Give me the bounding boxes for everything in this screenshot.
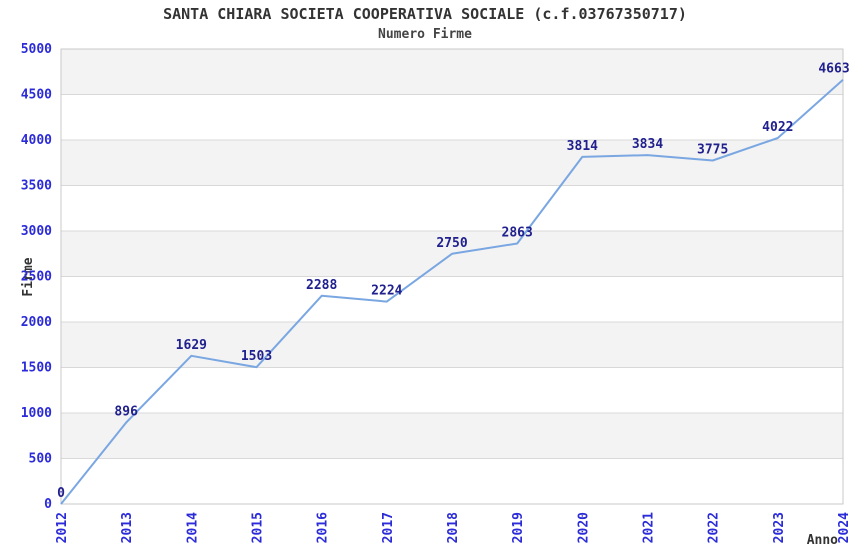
x-tick-label: 2022 xyxy=(707,512,722,543)
y-tick-label: 2500 xyxy=(21,270,52,285)
x-tick-label: 2020 xyxy=(576,512,591,543)
x-tick-label: 2014 xyxy=(185,512,200,543)
data-label: 2750 xyxy=(436,236,467,251)
data-label: 1503 xyxy=(241,349,272,364)
x-tick-label: 2017 xyxy=(381,512,396,543)
y-tick-label: 3000 xyxy=(21,224,52,239)
plot-border xyxy=(60,48,844,505)
data-label: 3834 xyxy=(632,137,663,152)
y-tick-label: 4000 xyxy=(21,133,52,148)
x-tick-label: 2018 xyxy=(446,512,461,543)
x-tick-label: 2015 xyxy=(251,512,266,543)
x-tick-label: 2024 xyxy=(837,512,850,543)
x-tick-label: 2012 xyxy=(55,512,70,543)
series-line xyxy=(60,78,844,505)
data-label: 2863 xyxy=(502,225,533,240)
data-label: 2288 xyxy=(306,278,337,293)
data-label: 2224 xyxy=(371,284,402,299)
y-tick-label: 4500 xyxy=(21,88,52,103)
x-tick-label: 2016 xyxy=(316,512,331,543)
y-tick-label: 1500 xyxy=(21,361,52,376)
data-label: 4022 xyxy=(762,120,793,135)
data-label: 0 xyxy=(57,486,65,501)
y-tick-label: 0 xyxy=(44,497,52,512)
x-tick-label: 2021 xyxy=(642,512,657,543)
data-label: 4663 xyxy=(818,62,849,77)
x-tick-label: 2013 xyxy=(120,512,135,543)
data-label: 896 xyxy=(114,404,138,419)
chart-title: SANTA CHIARA SOCIETA COOPERATIVA SOCIALE… xyxy=(163,5,687,23)
plot-band xyxy=(61,140,843,186)
y-tick-label: 2000 xyxy=(21,315,52,330)
x-tick-label: 2019 xyxy=(511,512,526,543)
plot-band xyxy=(61,322,843,368)
data-label: 3775 xyxy=(697,142,728,157)
data-label: 3814 xyxy=(567,139,598,154)
plot-band xyxy=(61,49,843,95)
y-tick-label: 1000 xyxy=(21,406,52,421)
plot-band xyxy=(61,413,843,459)
chart-subtitle: Numero Firme xyxy=(378,27,472,42)
data-label: 1629 xyxy=(176,338,207,353)
x-tick-label: 2023 xyxy=(772,512,787,543)
x-axis-title: Anno xyxy=(806,533,838,548)
y-tick-label: 3500 xyxy=(21,179,52,194)
y-tick-label: 500 xyxy=(29,452,53,467)
y-tick-label: 5000 xyxy=(21,42,52,57)
